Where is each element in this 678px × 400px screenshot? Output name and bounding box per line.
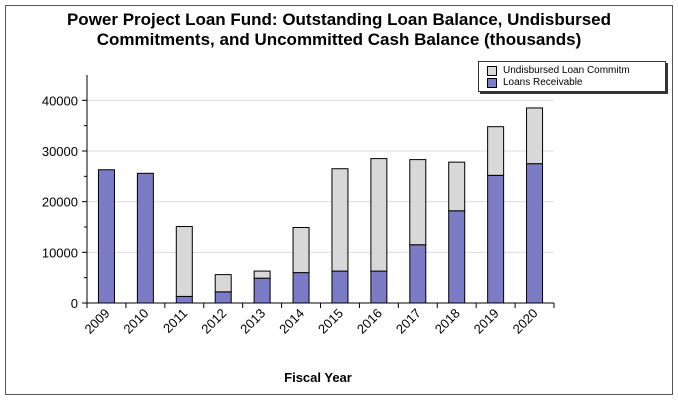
bar-undisbursed-2016 xyxy=(370,158,388,272)
x-tick-label-2014: 2014 xyxy=(276,306,307,337)
legend-entry-loans: Loans Receivable xyxy=(487,77,663,89)
x-tick-label-2019: 2019 xyxy=(471,306,502,337)
bar-undisbursed-2015 xyxy=(331,168,349,272)
bar-loans-receivable-2019 xyxy=(487,174,505,304)
legend-swatch-undisbursed xyxy=(487,66,497,76)
bar-loans-receivable-2011 xyxy=(175,295,193,304)
bar-loans-receivable-2015 xyxy=(331,270,349,304)
x-tick-label-2017: 2017 xyxy=(393,306,424,337)
bar-undisbursed-2013 xyxy=(253,270,271,279)
x-tick-label-2009: 2009 xyxy=(82,306,113,337)
x-tick-label-2015: 2015 xyxy=(315,306,346,337)
x-tick-label-2011: 2011 xyxy=(160,306,190,336)
bar-loans-receivable-2012 xyxy=(214,291,232,304)
y-tick-label-0: 0 xyxy=(71,296,78,311)
bar-loans-receivable-2017 xyxy=(409,244,427,304)
bars xyxy=(97,107,544,304)
chart-title-line-1: Power Project Loan Fund: Outstanding Loa… xyxy=(66,10,612,29)
legend-swatch-loans xyxy=(487,78,497,88)
legend-label-loans: Loans Receivable xyxy=(503,77,583,88)
bar-undisbursed-2012 xyxy=(214,274,232,293)
bar-loans-receivable-2013 xyxy=(253,277,271,304)
x-tick-label-2018: 2018 xyxy=(432,306,463,337)
bar-undisbursed-2017 xyxy=(409,159,427,246)
bar-undisbursed-2014 xyxy=(292,227,310,274)
x-tick-label-2012: 2012 xyxy=(198,306,229,337)
x-tick-label-2010: 2010 xyxy=(120,306,151,337)
bar-undisbursed-2019 xyxy=(487,126,505,176)
x-axis-label: Fiscal Year xyxy=(284,370,352,385)
legend-entry-undisbursed: Undisbursed Loan Commitm xyxy=(487,65,663,77)
y-tick-label-30000: 30000 xyxy=(42,144,78,159)
chart-title: Power Project Loan Fund: Outstanding Loa… xyxy=(0,10,678,50)
gridlines xyxy=(87,99,554,253)
bar-undisbursed-2011 xyxy=(175,225,193,297)
bar-undisbursed-2018 xyxy=(448,161,466,212)
y-tick-label-20000: 20000 xyxy=(42,195,78,210)
bar-loans-receivable-2016 xyxy=(370,270,388,304)
x-tick-label-2013: 2013 xyxy=(237,306,268,337)
bar-loans-receivable-2009 xyxy=(97,169,115,304)
legend-label-undisbursed: Undisbursed Loan Commitm xyxy=(503,65,630,76)
chart-legend: Undisbursed Loan Commitm Loans Receivabl… xyxy=(478,61,666,92)
y-tick-label-40000: 40000 xyxy=(42,93,78,108)
y-tick-label-10000: 10000 xyxy=(42,245,78,260)
bar-loans-receivable-2010 xyxy=(136,172,154,304)
chart-title-line-2: Commitments, and Uncommitted Cash Balanc… xyxy=(96,30,582,49)
bar-loans-receivable-2020 xyxy=(526,163,544,304)
x-tick-label-2020: 2020 xyxy=(510,306,541,337)
bar-undisbursed-2020 xyxy=(526,107,544,165)
x-tick-label-2016: 2016 xyxy=(354,306,385,337)
bar-loans-receivable-2018 xyxy=(448,210,466,304)
bar-loans-receivable-2014 xyxy=(292,272,310,304)
